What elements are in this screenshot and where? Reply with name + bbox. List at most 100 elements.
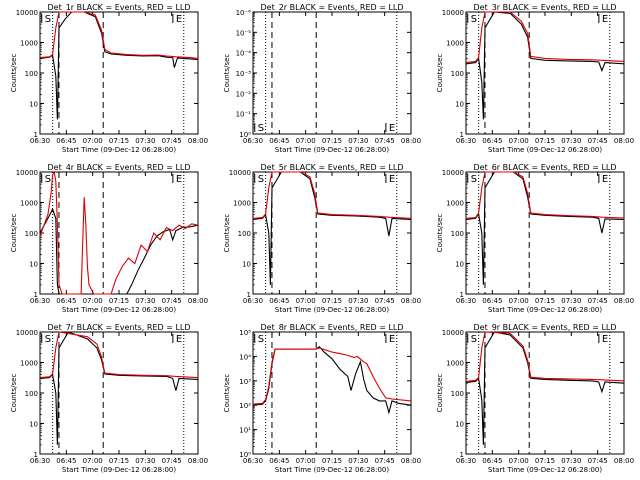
x-tick-label: 07:15 [535, 297, 555, 305]
y-tick-label: 10000 [16, 169, 38, 177]
plot-frame [252, 11, 412, 135]
marker-label: S [45, 334, 51, 345]
y-tick-label: 1000 [20, 200, 38, 208]
detector-panel: Det_1r BLACK = Events, RED = LLD 1 10 100 10… [10, 3, 208, 154]
y-tick-label: 1 [247, 291, 251, 299]
y-axis-label: Counts/sec [10, 214, 18, 253]
series-line [465, 171, 625, 219]
x-tick-label: 07:45 [162, 137, 182, 145]
x-axis-label: Start Time (09-Dec-12 06:28:00) [62, 146, 176, 154]
series-line [252, 347, 412, 405]
x-tick-label: 08:00 [401, 137, 421, 145]
x-tick-label: 07:00 [83, 137, 103, 145]
x-tick-label: 06:45 [56, 457, 76, 465]
detector-panel: Det_3r BLACK = Events, RED = LLD 1 10 100 10… [436, 3, 634, 154]
series-line [252, 171, 412, 219]
series-line [39, 207, 199, 295]
detector-panel: Det_7r BLACK = Events, RED = LLD 1 10 100 10… [10, 323, 208, 474]
x-tick-label: 07:00 [83, 457, 103, 465]
marker-label: S [471, 334, 477, 345]
x-tick-label: 07:15 [109, 457, 129, 465]
x-tick-label: 07:00 [509, 137, 529, 145]
marker-label: S [258, 123, 264, 134]
y-tick-label: 10¹ [239, 427, 251, 435]
marker-label: E [389, 123, 395, 134]
x-tick-label: 07:30 [561, 457, 581, 465]
plot-frame [39, 11, 199, 135]
y-axis-label: Counts/sec [223, 374, 231, 413]
marker-label: E [389, 334, 395, 345]
x-tick-label: 06:45 [482, 137, 502, 145]
marker-label: S [258, 334, 264, 345]
x-tick-label: 07:45 [375, 297, 395, 305]
x-axis-label: Start Time (09-Dec-12 06:28:00) [275, 306, 389, 314]
x-tick-label: 07:45 [588, 457, 608, 465]
x-tick-label: 06:30 [243, 457, 263, 465]
y-tick-label: 10³ [239, 378, 251, 386]
marker-label: E [176, 174, 182, 185]
x-tick-label: 06:45 [56, 137, 76, 145]
plot-frame [465, 171, 625, 295]
x-axis-label: Start Time (09-Dec-12 06:28:00) [62, 306, 176, 314]
x-tick-label: 07:15 [322, 457, 342, 465]
series-line [39, 170, 199, 295]
x-tick-label: 06:30 [243, 137, 263, 145]
x-axis-label: Start Time (09-Dec-12 06:28:00) [275, 466, 389, 474]
x-tick-label: 07:15 [109, 297, 129, 305]
plot-frame [252, 331, 412, 455]
x-tick-label: 08:00 [401, 457, 421, 465]
y-tick-label: 10⁰ [239, 451, 251, 459]
series-line [465, 331, 625, 445]
y-tick-label: 100 [451, 70, 464, 78]
y-tick-label: 10⁻⁵ [236, 29, 252, 37]
y-tick-label: 1000 [446, 40, 464, 48]
x-tick-label: 07:45 [588, 297, 608, 305]
y-axis-label: Counts/sec [10, 54, 18, 93]
x-tick-label: 07:15 [535, 137, 555, 145]
y-tick-label: 1 [460, 451, 464, 459]
x-tick-label: 07:30 [348, 137, 368, 145]
x-tick-label: 08:00 [188, 137, 208, 145]
y-axis-label: Counts/sec [436, 214, 444, 253]
detector-panel: Det_5r BLACK = Events, RED = LLD 1 10 100 10… [223, 163, 421, 314]
x-tick-label: 06:30 [456, 457, 476, 465]
series-line [39, 331, 199, 445]
plot-frame [252, 171, 412, 295]
x-tick-label: 07:00 [296, 457, 316, 465]
x-tick-label: 07:45 [375, 137, 395, 145]
x-tick-label: 06:45 [269, 297, 289, 305]
y-tick-label: 1000 [233, 200, 251, 208]
x-tick-label: 06:45 [269, 457, 289, 465]
y-tick-label: 10⁻¹ [236, 111, 252, 119]
marker-label: E [602, 174, 608, 185]
y-tick-label: 10000 [16, 9, 38, 17]
y-tick-label: 100 [25, 230, 38, 238]
series-line [39, 11, 199, 59]
panel-title: Det_6r BLACK = Events, RED = LLD [473, 163, 616, 172]
x-tick-label: 07:30 [135, 457, 155, 465]
y-tick-label: 100 [25, 390, 38, 398]
y-tick-label: 10000 [229, 169, 251, 177]
y-tick-label: 100 [25, 70, 38, 78]
y-tick-label: 10000 [442, 169, 464, 177]
detector-panel: Det_9r BLACK = Events, RED = LLD 1 10 100 10… [436, 323, 634, 474]
y-tick-label: 10 [29, 421, 38, 429]
y-tick-label: 10⁻³ [236, 70, 252, 78]
detector-panel: Det_8r BLACK = Events, RED = LLD 10⁰ 10¹ 10… [223, 323, 421, 474]
y-axis-label: Counts/sec [223, 214, 231, 253]
y-tick-label: 10000 [442, 329, 464, 337]
x-tick-label: 06:30 [456, 137, 476, 145]
series-line [252, 171, 412, 285]
y-tick-label: 10⁻⁴ [236, 50, 252, 58]
series-line [252, 345, 412, 415]
x-tick-label: 08:00 [401, 297, 421, 305]
y-tick-label: 10 [29, 101, 38, 109]
y-tick-label: 1000 [20, 40, 38, 48]
x-tick-label: 07:00 [83, 297, 103, 305]
x-tick-label: 06:45 [482, 297, 502, 305]
marker-label: E [602, 14, 608, 25]
x-tick-label: 07:45 [162, 457, 182, 465]
panel-title: Det_7r BLACK = Events, RED = LLD [47, 323, 190, 332]
x-tick-label: 07:45 [162, 297, 182, 305]
